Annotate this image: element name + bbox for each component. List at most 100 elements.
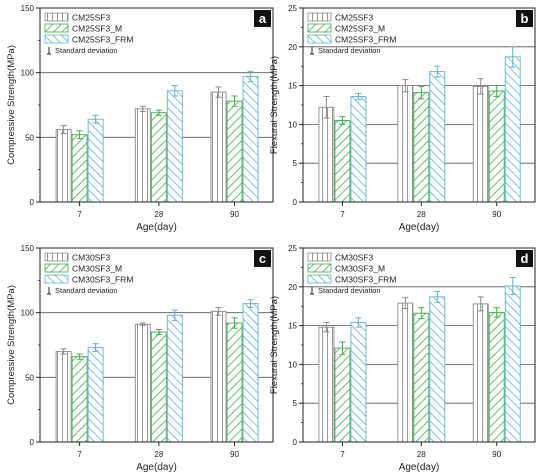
chart-panel-c: 7 28 90 0 50 100 150 Age(day) Compressive Streng…: [6, 244, 274, 473]
bar: [210, 91, 227, 203]
legend-standard-deviation: Standard deviation: [55, 46, 118, 55]
x-tick-label: 7: [340, 210, 345, 219]
bar: [413, 92, 430, 203]
legend-standard-deviation: Standard deviation: [55, 286, 118, 295]
y-tick-label: 5: [293, 399, 298, 408]
x-tick-label: 28: [417, 210, 426, 219]
panel-badge: [254, 10, 271, 27]
x-tick-label: 90: [492, 210, 501, 219]
legend-swatch: [307, 12, 332, 22]
bar: [472, 303, 489, 443]
y-tick-label: 15: [288, 82, 297, 91]
bar: [87, 347, 104, 443]
bar: [334, 347, 351, 443]
legend-entry: CM25SF3: [335, 13, 374, 23]
bar: [226, 100, 243, 203]
legend-entry: CM30SF3: [335, 253, 374, 263]
bar: [55, 129, 72, 203]
panel-label: a: [259, 11, 267, 26]
panel-label: c: [259, 251, 266, 266]
y-axis-label: Compressive Strength(MPa): [6, 285, 17, 405]
bar: [429, 71, 446, 203]
legend-entry: CM30SF3_FRM: [335, 275, 396, 285]
bar: [71, 356, 88, 443]
bar: [334, 120, 351, 203]
panel-badge: [254, 250, 271, 267]
legend-swatch: [307, 263, 332, 273]
legend-entry: CM25SF3: [72, 13, 111, 23]
chart-panel-b: 7 28 90 0 5 10 15 20 25 Age(day) Flexural Strength…: [269, 4, 536, 233]
bar: [504, 285, 521, 443]
legend-entry: CM25SF3_M: [335, 24, 385, 34]
legend-swatch: [307, 252, 332, 262]
legend-swatch: [44, 274, 69, 284]
chart-panel-a: 7 28 90 0 50 100 150 Age(day) Compressive Streng…: [6, 4, 274, 233]
x-tick-label: 90: [230, 210, 239, 219]
legend-standard-deviation: Standard deviation: [318, 286, 381, 295]
legend-entry: CM25SF3_FRM: [72, 35, 133, 45]
y-tick-label: 25: [288, 244, 297, 253]
bar: [318, 106, 335, 203]
y-tick-label: 100: [21, 309, 35, 318]
bar: [413, 312, 430, 443]
y-tick-label: 50: [25, 373, 34, 382]
bar: [350, 322, 367, 443]
legend-entry: CM30SF3_M: [72, 264, 122, 274]
y-tick-label: 15: [288, 322, 297, 331]
legend-swatch: [307, 23, 332, 33]
x-tick-label: 28: [417, 450, 426, 459]
bar: [87, 118, 104, 203]
legend-entry: CM25SF3_FRM: [335, 35, 396, 45]
legend-entry: CM30SF3: [72, 253, 111, 263]
y-tick-label: 150: [21, 4, 35, 13]
bar: [166, 90, 183, 203]
bar: [55, 351, 72, 443]
bar: [210, 310, 227, 443]
legend-swatch: [44, 12, 69, 22]
legend-swatch: [44, 252, 69, 262]
panel-label: d: [521, 251, 529, 266]
x-tick-label: 28: [154, 210, 163, 219]
y-tick-label: 25: [288, 4, 297, 13]
bar: [226, 322, 243, 443]
bar: [429, 296, 446, 443]
x-tick-label: 28: [154, 450, 163, 459]
y-tick-label: 10: [288, 120, 297, 129]
chart-panel-d: 7 28 90 0 5 10 15 20 25 Age(day) Flexural Strength…: [269, 244, 536, 473]
bar: [488, 311, 505, 443]
y-axis-label: Compressive Strength(MPa): [6, 45, 17, 165]
y-tick-label: 20: [288, 283, 297, 292]
x-axis-label: Age(day): [399, 462, 440, 473]
legend-standard-deviation: Standard deviation: [318, 46, 381, 55]
y-tick-label: 20: [288, 43, 297, 52]
legend-entry: CM30SF3_FRM: [72, 275, 133, 285]
bar: [150, 331, 167, 443]
x-axis-label: Age(day): [136, 222, 177, 233]
y-tick-label: 5: [293, 159, 298, 168]
x-tick-label: 7: [77, 210, 82, 219]
bar: [150, 112, 167, 203]
y-axis-label: Flexural Strength(MPa): [269, 56, 280, 154]
legend-swatch: [44, 23, 69, 33]
legend-entry: CM25SF3_M: [72, 24, 122, 34]
panel-badge: [516, 10, 533, 27]
legend-entry: CM30SF3_M: [335, 264, 385, 274]
x-tick-label: 7: [340, 450, 345, 459]
bar: [397, 85, 414, 203]
panel-badge: [516, 250, 533, 267]
y-tick-label: 50: [25, 133, 34, 142]
bar: [242, 303, 259, 443]
bar: [134, 108, 151, 203]
bar: [488, 90, 505, 203]
x-tick-label: 7: [77, 450, 82, 459]
bar: [472, 85, 489, 203]
x-tick-label: 90: [230, 450, 239, 459]
y-tick-label: 0: [30, 198, 35, 207]
legend-swatch: [44, 263, 69, 273]
legend-swatch: [307, 274, 332, 284]
bar: [397, 302, 414, 443]
x-axis-label: Age(day): [136, 462, 177, 473]
bar: [504, 56, 521, 203]
x-axis-label: Age(day): [399, 222, 440, 233]
